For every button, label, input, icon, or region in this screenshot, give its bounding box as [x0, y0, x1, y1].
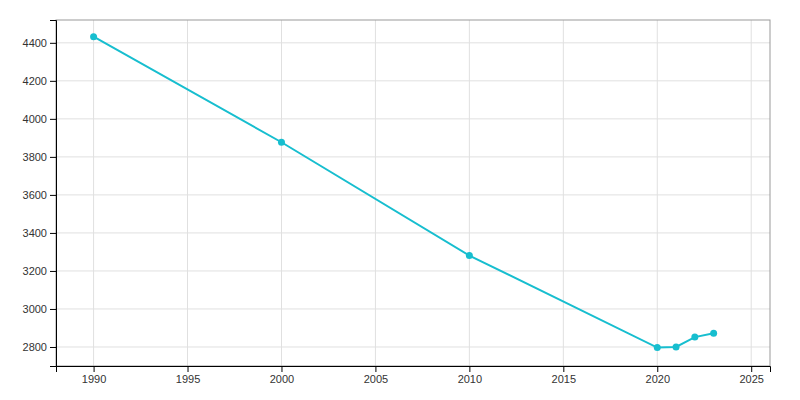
y-tick-label: 3000	[23, 303, 47, 315]
y-tick: 2800	[23, 341, 56, 353]
x-tick-label: 2010	[458, 373, 482, 385]
x-grid-line	[93, 20, 94, 366]
x-tick-mark	[469, 366, 470, 372]
y-axis-line	[50, 21, 57, 367]
x-tick: 1990	[82, 366, 106, 385]
y-tick-mark	[50, 119, 56, 120]
x-tick: 1995	[176, 366, 200, 385]
y-tick-mark	[50, 195, 56, 196]
marks	[90, 33, 717, 351]
y-grid-line	[56, 308, 770, 309]
y-tick-mark	[50, 43, 56, 44]
y-grid-line	[56, 80, 770, 81]
x-tick-mark	[751, 366, 752, 372]
y-tick-mark	[50, 81, 56, 82]
chart-container: 1990 1995 2000 2005 2010 2015 2020 2025 2800 3000…	[0, 0, 800, 400]
y-grid-line	[56, 232, 770, 233]
plot-area: 1990 1995 2000 2005 2010 2015 2020 2025 2800 3000…	[23, 20, 771, 385]
x-tick-mark	[281, 366, 282, 372]
y-tick-label: 2800	[23, 341, 47, 353]
y-tick: 4400	[23, 37, 56, 49]
y-tick-label: 3600	[23, 189, 47, 201]
point	[466, 252, 473, 259]
y-tick-label: 3800	[23, 151, 47, 163]
x-tick-label: 1995	[176, 373, 200, 385]
x-tick-label: 1990	[82, 373, 106, 385]
plot-frame	[56, 20, 770, 366]
y-tick: 3800	[23, 151, 56, 163]
x-tick-mark	[563, 366, 564, 372]
x-axis: 1990 1995 2000 2005 2010 2015 2020 2025	[57, 366, 771, 385]
point	[673, 343, 680, 350]
y-tick-mark	[50, 157, 56, 158]
x-tick: 2000	[270, 366, 294, 385]
x-tick-mark	[657, 366, 658, 372]
y-grid-line	[56, 270, 770, 271]
y-grid-line	[56, 118, 770, 119]
x-grid-line	[469, 20, 470, 366]
x-tick-mark	[94, 366, 95, 372]
point	[710, 330, 717, 337]
y-tick: 3000	[23, 303, 56, 315]
y-tick-label: 3200	[23, 265, 47, 277]
line	[94, 37, 714, 348]
y-axis: 2800 3000 3200 3400 3600 3800 4000 4200 4400	[23, 21, 57, 367]
x-tick-mark	[188, 366, 189, 372]
y-tick: 4000	[23, 113, 56, 125]
y-tick-mark	[50, 271, 56, 272]
y-tick: 3400	[23, 227, 56, 239]
point	[691, 334, 698, 341]
y-tick: 3200	[23, 265, 56, 277]
y-tick: 3600	[23, 189, 56, 201]
y-tick-mark	[50, 233, 56, 234]
x-tick: 2010	[458, 366, 482, 385]
y-tick-label: 4000	[23, 113, 47, 125]
x-tick-label: 2005	[364, 373, 388, 385]
x-grid-line	[657, 20, 658, 366]
point	[278, 139, 285, 146]
x-grid-line	[563, 20, 564, 366]
x-grid-line	[281, 20, 282, 366]
y-grid-line	[56, 42, 770, 43]
point	[654, 344, 661, 351]
point	[90, 33, 97, 40]
x-tick: 2005	[364, 366, 388, 385]
x-axis-line	[57, 367, 771, 373]
y-tick-mark	[50, 347, 56, 348]
x-tick-label: 2020	[646, 373, 670, 385]
x-tick-mark	[375, 366, 376, 372]
y-tick-label: 3400	[23, 227, 47, 239]
y-grid-line	[56, 156, 770, 157]
x-tick-label: 2015	[552, 373, 576, 385]
x-tick-label: 2000	[270, 373, 294, 385]
y-tick-mark	[50, 309, 56, 310]
grid	[56, 20, 770, 366]
y-tick: 4200	[23, 75, 56, 87]
chart-svg: 1990 1995 2000 2005 2010 2015 2020 2025 2800 3000…	[0, 0, 800, 400]
y-tick-label: 4400	[23, 37, 47, 49]
x-tick: 2020	[646, 366, 670, 385]
x-grid-line	[375, 20, 376, 366]
x-tick: 2025	[739, 366, 763, 385]
y-tick-label: 4200	[23, 75, 47, 87]
x-tick: 2015	[552, 366, 576, 385]
y-grid-line	[56, 194, 770, 195]
x-tick-label: 2025	[739, 373, 763, 385]
x-grid-line	[751, 20, 752, 366]
x-grid-line	[187, 20, 188, 366]
